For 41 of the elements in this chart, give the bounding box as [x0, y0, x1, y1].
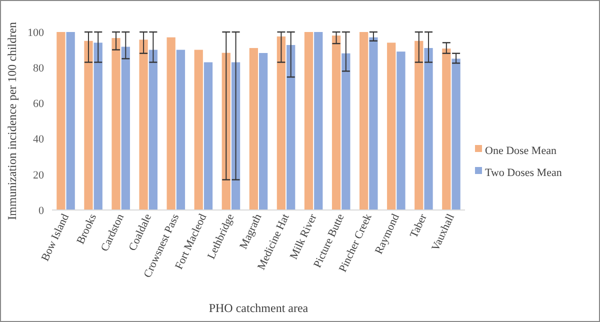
bar: [56, 32, 66, 210]
bar: [332, 36, 341, 210]
bar: [148, 50, 158, 210]
y-tick-label: 20: [33, 169, 44, 182]
bar: [139, 40, 148, 210]
y-tick-label: 0: [38, 204, 44, 217]
bar: [84, 40, 93, 210]
bar: [369, 37, 378, 210]
bar: [112, 38, 120, 210]
bar: [396, 52, 406, 210]
bar: [121, 46, 130, 210]
bar: [424, 48, 433, 210]
y-tick-label: 40: [33, 134, 44, 146]
bar: [414, 40, 424, 210]
bar: [359, 32, 368, 210]
bar: [166, 37, 176, 210]
x-axis-title: PHO catchment area: [208, 301, 309, 315]
bar: [442, 48, 451, 210]
y-axis-title: Immunization incidence per 100 children: [5, 22, 19, 220]
bar: [314, 32, 323, 210]
y-tick-label: 60: [33, 98, 44, 110]
bar: [342, 53, 350, 210]
bar: [94, 42, 102, 210]
bar: [194, 50, 203, 210]
legend-label: Two Doses Mean: [485, 166, 562, 179]
bar: [304, 32, 314, 210]
bar: [452, 58, 460, 210]
bar: [259, 53, 268, 210]
bar: [276, 36, 286, 210]
bar: [231, 62, 240, 210]
y-tick-label: 80: [33, 62, 44, 74]
bar: [66, 32, 75, 210]
bar: [222, 52, 230, 210]
bar: [176, 50, 186, 210]
x-tick-label: Taber: [408, 212, 430, 240]
bar: [204, 62, 213, 210]
y-tick-label: 100: [28, 26, 44, 39]
bar: [249, 48, 258, 210]
legend-label: One Dose Mean: [485, 144, 557, 157]
bar: [286, 44, 296, 210]
bar: [387, 42, 396, 210]
